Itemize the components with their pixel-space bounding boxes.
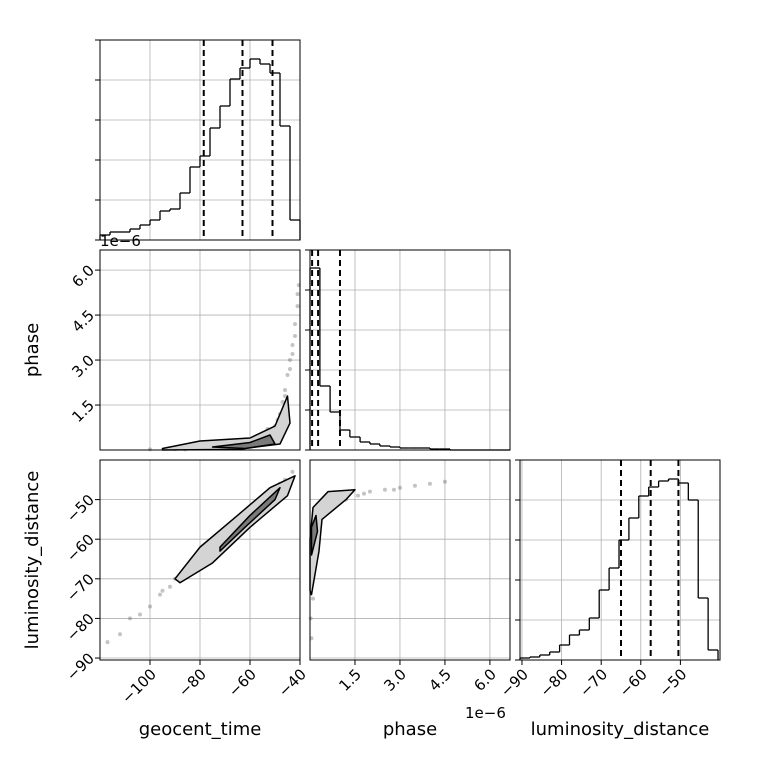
sample-point: [412, 483, 417, 488]
x-tick-label: −60: [225, 665, 260, 700]
sample-point: [290, 343, 295, 348]
y-axis-label: luminosity_distance: [22, 471, 43, 650]
sample-point: [128, 616, 132, 621]
x-tick-label: −80: [536, 665, 571, 700]
sample-point: [442, 479, 447, 484]
sample-point: [148, 447, 152, 452]
x-tick-label: 4.5: [425, 665, 455, 695]
sample-point: [168, 584, 172, 589]
offset-label: 1e−6: [465, 704, 506, 722]
sample-point: [295, 292, 300, 297]
axes-frame: [309, 459, 511, 661]
contour: [211, 434, 276, 450]
sample-point: [310, 596, 315, 601]
x-tick-label: −50: [655, 665, 690, 700]
contour: [310, 514, 319, 556]
sample-point: [160, 588, 165, 593]
contour: [219, 486, 281, 552]
sample-point: [138, 612, 142, 617]
sample-point: [118, 632, 122, 637]
y-tick-label: 3.0: [68, 351, 98, 381]
x-axis-label: geocent_time: [139, 719, 262, 740]
sample-point: [397, 485, 402, 490]
y-tick-label: 4.5: [68, 306, 98, 336]
x-tick-label: −100: [118, 665, 160, 707]
x-tick-label: 3.0: [380, 665, 410, 695]
x-tick-label: 1.5: [335, 665, 365, 695]
x-tick-label: −70: [576, 665, 611, 700]
sample-point: [361, 491, 366, 496]
axes-frame: [99, 39, 301, 241]
y-tick-label: −80: [63, 610, 98, 645]
sample-point: [293, 334, 297, 339]
y-axis-label: phase: [22, 323, 43, 377]
sample-point: [367, 489, 372, 494]
axes-frame: [309, 249, 511, 451]
y-tick-label: 1.5: [68, 396, 98, 426]
sample-point: [295, 304, 300, 309]
axes-frame: [519, 459, 721, 661]
x-axis-label: luminosity_distance: [531, 719, 710, 740]
y-tick-label: −60: [63, 530, 98, 565]
sample-point: [283, 394, 287, 399]
sample-point: [382, 487, 387, 492]
y-tick-label: 6.0: [68, 261, 98, 291]
sample-point: [285, 373, 290, 378]
sample-point: [148, 604, 152, 609]
x-tick-label: 6.0: [470, 665, 500, 695]
sample-point: [288, 367, 292, 372]
sample-point: [105, 640, 110, 645]
sample-point: [290, 469, 295, 474]
y-tick-label: −70: [63, 570, 98, 605]
sample-point: [280, 400, 285, 405]
sample-point: [288, 358, 292, 363]
sample-point: [290, 352, 295, 357]
y-tick-label: −50: [63, 491, 98, 526]
y-tick-label: −90: [63, 649, 98, 684]
x-tick-label: −80: [175, 665, 210, 700]
sample-point: [293, 322, 297, 327]
x-tick-label: −90: [497, 665, 532, 700]
x-tick-label: −40: [275, 665, 310, 700]
sample-point: [427, 481, 432, 486]
offset-label: 1e−6: [100, 232, 141, 250]
x-tick-label: −60: [616, 665, 651, 700]
sample-point: [391, 487, 396, 492]
sample-point: [283, 388, 287, 393]
sample-point: [355, 493, 360, 498]
x-axis-label: phase: [383, 719, 437, 740]
sample-point: [158, 592, 162, 597]
axes-frame: [99, 249, 301, 451]
sample-point: [308, 616, 313, 621]
